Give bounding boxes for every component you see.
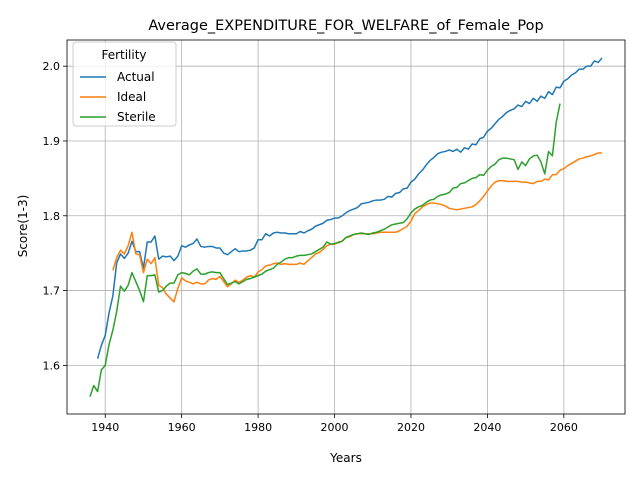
y-axis-label: Score(1-3)	[16, 195, 30, 258]
plot-area-frame	[66, 39, 626, 415]
legend-label-actual: Actual	[117, 70, 155, 84]
y-axis-ticks: 1.6 1.7 1.8 1.9 2.0	[43, 60, 67, 372]
x-tick-label: 2060	[550, 421, 578, 434]
x-tick-label: 2040	[473, 421, 501, 434]
series-line-sterile	[89, 103, 561, 398]
x-tick-label: 1980	[244, 421, 272, 434]
x-tick-label: 2000	[321, 421, 349, 434]
x-axis-ticks: 1940 1960 1980 2000 2020 2040 2060	[91, 414, 578, 434]
x-tick-label: 1940	[91, 421, 119, 434]
legend-title: Fertility	[101, 48, 146, 62]
series-lines	[89, 57, 603, 398]
y-tick-label: 1.7	[43, 285, 61, 298]
x-tick-label: 1960	[168, 421, 196, 434]
x-tick-label: 2020	[397, 421, 425, 434]
legend-box	[72, 41, 177, 127]
legend-entries: Actual Ideal Sterile	[80, 70, 156, 124]
legend: Fertility Actual Ideal Sterile	[72, 41, 177, 127]
y-tick-label: 2.0	[43, 60, 61, 73]
y-tick-label: 1.8	[43, 210, 61, 223]
x-axis-label: Years	[329, 451, 362, 465]
series-line-actual	[96, 57, 603, 359]
y-gridlines	[67, 65, 625, 366]
legend-label-ideal: Ideal	[117, 90, 146, 104]
y-tick-label: 1.9	[43, 135, 61, 148]
y-tick-label: 1.6	[43, 359, 61, 372]
chart-title: Average_EXPENDITURE_FOR_WELFARE_of_Femal…	[148, 18, 543, 34]
legend-label-sterile: Sterile	[117, 110, 156, 124]
